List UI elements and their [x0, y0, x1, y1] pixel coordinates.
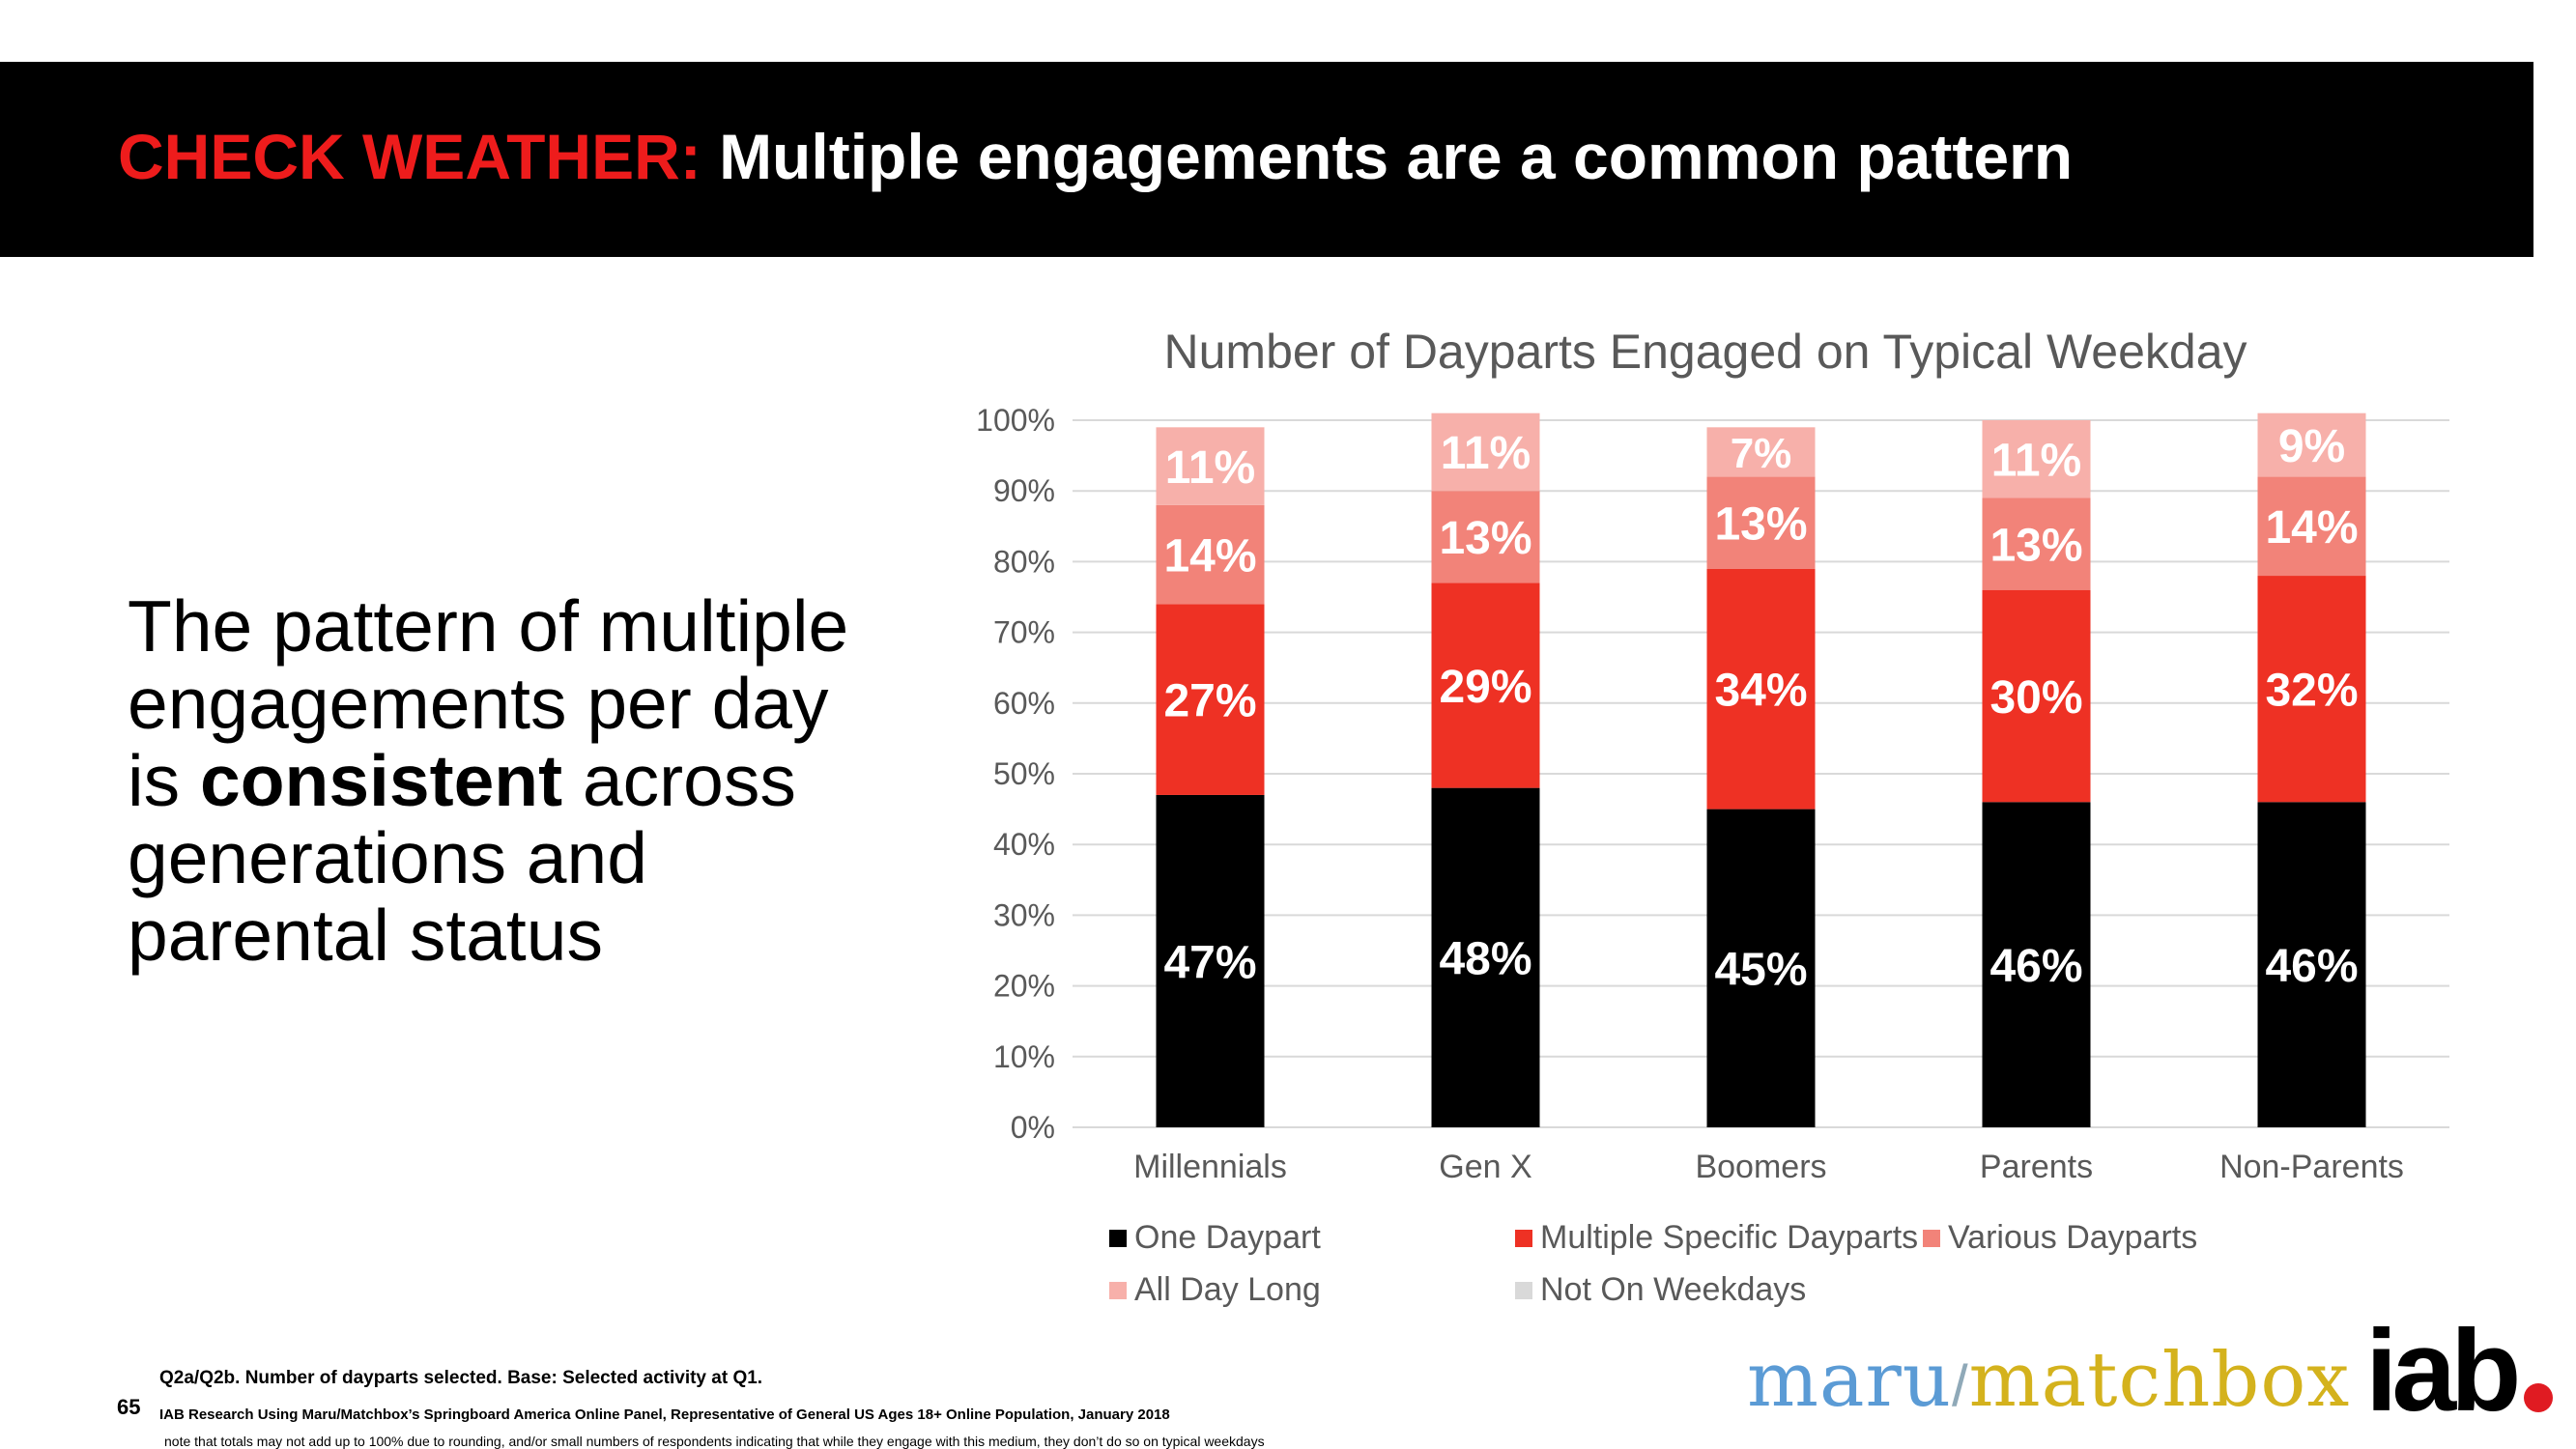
- data-label: 46%: [1989, 941, 2082, 992]
- bar-segment: [1706, 809, 1816, 1127]
- bar-segment: [1982, 589, 2091, 803]
- y-tick-label: 50%: [993, 756, 1055, 791]
- bar-segment: [2257, 802, 2366, 1127]
- bar-segment: [1982, 802, 2091, 1127]
- data-label: 13%: [1989, 520, 2082, 571]
- data-label: 34%: [1714, 665, 1807, 716]
- iab-logo: iab: [2365, 1304, 2521, 1437]
- data-label: 9%: [2278, 421, 2345, 472]
- bar-segment: [1706, 427, 1816, 477]
- page-number: 65: [117, 1395, 141, 1419]
- bar-segment: [1431, 412, 1540, 492]
- bar-segment: [1706, 476, 1816, 569]
- matchbox-logo-text: matchbox: [1968, 1337, 2351, 1424]
- bar-segment: [1982, 497, 2091, 590]
- y-tick-label: 40%: [993, 827, 1055, 862]
- y-tick-label: 100%: [976, 403, 1055, 438]
- x-tick-label: Millennials: [1133, 1149, 1287, 1185]
- data-label: 47%: [1163, 937, 1256, 988]
- bar-segment: [2257, 576, 2366, 803]
- iab-logo-text: iab: [2365, 1306, 2521, 1435]
- bar-segment: [1156, 504, 1265, 605]
- takeaway-part-1: The pattern of multiple engagements per …: [128, 585, 849, 821]
- y-tick-label: 70%: [993, 615, 1055, 650]
- y-tick-label: 80%: [993, 544, 1055, 579]
- logo-slash: /: [1952, 1353, 1969, 1418]
- data-label: 13%: [1714, 498, 1807, 550]
- y-tick-label: 90%: [993, 473, 1055, 508]
- y-tick-label: 20%: [993, 969, 1055, 1004]
- footnote-rounding: note that totals may not add up to 100% …: [164, 1434, 1265, 1449]
- takeaway-emphasis: consistent: [200, 740, 563, 821]
- x-tick-label: Gen X: [1439, 1149, 1531, 1185]
- data-label: 11%: [1441, 428, 1531, 479]
- footnote-question: Q2a/Q2b. Number of dayparts selected. Ba…: [159, 1368, 763, 1388]
- data-label: 11%: [1165, 442, 1255, 494]
- slide-title: CHECK WEATHER: Multiple engagements are …: [118, 120, 2073, 193]
- bar-segment: [1706, 568, 1816, 810]
- footnote-source: IAB Research Using Maru/Matchbox’s Sprin…: [159, 1406, 1170, 1423]
- bar-segment: [1156, 427, 1265, 505]
- data-label: 14%: [1163, 530, 1256, 582]
- title-kicker: CHECK WEATHER:: [118, 121, 701, 192]
- title-text: Multiple engagements are a common patter…: [719, 121, 2074, 192]
- data-label: 30%: [1989, 672, 2082, 724]
- y-tick-label: 30%: [993, 897, 1055, 932]
- x-tick-label: Boomers: [1695, 1149, 1826, 1185]
- bar-segment: [1431, 787, 1540, 1127]
- chart-title: Number of Dayparts Engaged on Typical We…: [1163, 325, 2247, 379]
- data-label: 48%: [1439, 934, 1531, 985]
- iab-logo-dot: [2524, 1383, 2553, 1412]
- data-label: 14%: [2265, 502, 2358, 554]
- bar-segment: [1431, 582, 1540, 788]
- bar-segment: [1431, 491, 1540, 583]
- data-label: 7%: [1731, 430, 1792, 477]
- bar-segment: [1156, 794, 1265, 1127]
- data-label: 11%: [1991, 436, 2081, 487]
- takeaway-text: The pattern of multiple engagements per …: [128, 587, 862, 974]
- data-label: 45%: [1714, 945, 1807, 996]
- data-label: 27%: [1163, 675, 1256, 726]
- data-label: 32%: [2265, 665, 2358, 716]
- x-tick-label: Non-Parents: [2219, 1149, 2404, 1185]
- y-tick-label: 0%: [1011, 1110, 1055, 1145]
- data-label: 46%: [2265, 941, 2358, 992]
- bar-segment: [1982, 420, 2091, 498]
- y-tick-label: 60%: [993, 686, 1055, 721]
- data-label: 13%: [1439, 513, 1531, 564]
- header-bar: [0, 62, 2533, 257]
- maru-matchbox-logo: maru/matchbox: [1747, 1337, 2350, 1424]
- bar-segment: [2257, 476, 2366, 577]
- maru-logo-text: maru: [1747, 1337, 1952, 1424]
- bar-segment: [1156, 604, 1265, 795]
- y-tick-label: 10%: [993, 1039, 1055, 1074]
- x-tick-label: Parents: [1980, 1149, 2093, 1185]
- bar-segment: [2257, 412, 2366, 477]
- data-label: 29%: [1439, 662, 1531, 713]
- takeaway-part-2: across generations and parental status: [128, 740, 796, 976]
